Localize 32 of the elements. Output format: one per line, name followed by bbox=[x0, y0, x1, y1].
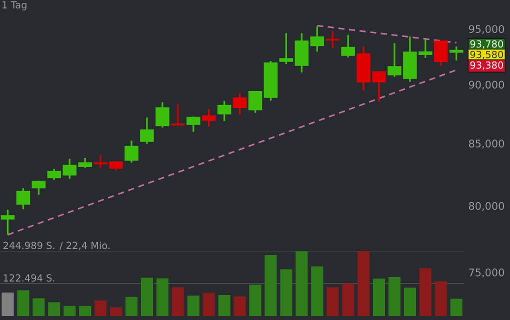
y-tick-label: 75,000 bbox=[469, 268, 504, 278]
candlestick bbox=[294, 32, 309, 74]
chart-title: 1 Tag bbox=[2, 1, 26, 10]
candlestick bbox=[341, 34, 355, 58]
candlestick bbox=[171, 104, 185, 126]
candlestick bbox=[156, 101, 170, 128]
candlestick bbox=[232, 92, 247, 116]
y-tick-label: 122.494 S. bbox=[4, 274, 54, 282]
candlestick bbox=[248, 90, 262, 114]
candlestick bbox=[94, 154, 108, 169]
candlestick bbox=[310, 26, 324, 52]
candlestick bbox=[434, 40, 448, 66]
candlestick bbox=[279, 32, 294, 65]
candlestick bbox=[326, 30, 340, 49]
annotation: / 22,4 Mio. bbox=[60, 242, 110, 250]
y-tick-label: 244.989 S. bbox=[3, 242, 54, 250]
candlestick bbox=[202, 108, 216, 128]
text: 93,580 bbox=[470, 50, 504, 60]
candlestick bbox=[449, 46, 464, 62]
candlestick bbox=[140, 116, 154, 145]
y-tick-label: 90,000 bbox=[468, 80, 504, 90]
text: 93,380 bbox=[470, 61, 504, 70]
candlestick bbox=[217, 100, 232, 122]
y-tick-label: 95,000 bbox=[468, 25, 504, 34]
text: 93,780 bbox=[470, 40, 504, 49]
candlestick bbox=[186, 116, 200, 133]
y-tick-label: 80,000 bbox=[468, 202, 504, 211]
candlestick bbox=[124, 140, 138, 164]
candlestick bbox=[16, 187, 30, 210]
candlestick bbox=[32, 180, 46, 196]
y-tick-label: 85,000 bbox=[468, 140, 504, 149]
candlestick bbox=[0, 208, 15, 236]
